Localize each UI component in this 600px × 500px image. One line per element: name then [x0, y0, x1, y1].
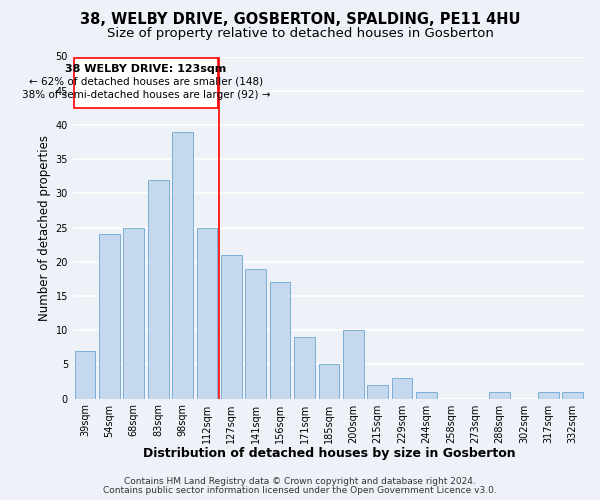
Bar [489, 392, 510, 398]
X-axis label: Distribution of detached houses by size in Gosberton: Distribution of detached houses by size … [143, 447, 515, 460]
Bar [148, 180, 169, 398]
Bar [74, 58, 218, 108]
Text: Size of property relative to detached houses in Gosberton: Size of property relative to detached ho… [107, 28, 493, 40]
Bar [221, 255, 242, 398]
Bar [172, 132, 193, 398]
Bar [124, 228, 144, 398]
Bar [416, 392, 437, 398]
Bar [294, 337, 315, 398]
Bar [74, 350, 95, 399]
Text: 38% of semi-detached houses are larger (92) →: 38% of semi-detached houses are larger (… [22, 90, 270, 100]
Bar [319, 364, 339, 398]
Bar [392, 378, 412, 398]
Bar [197, 228, 217, 398]
Y-axis label: Number of detached properties: Number of detached properties [38, 134, 51, 320]
Text: Contains public sector information licensed under the Open Government Licence v3: Contains public sector information licen… [103, 486, 497, 495]
Bar [99, 234, 120, 398]
Bar [270, 282, 290, 399]
Bar [538, 392, 559, 398]
Text: ← 62% of detached houses are smaller (148): ← 62% of detached houses are smaller (14… [29, 77, 263, 87]
Bar [343, 330, 364, 398]
Text: 38 WELBY DRIVE: 123sqm: 38 WELBY DRIVE: 123sqm [65, 64, 227, 74]
Text: 38, WELBY DRIVE, GOSBERTON, SPALDING, PE11 4HU: 38, WELBY DRIVE, GOSBERTON, SPALDING, PE… [80, 12, 520, 28]
Text: Contains HM Land Registry data © Crown copyright and database right 2024.: Contains HM Land Registry data © Crown c… [124, 477, 476, 486]
Bar [562, 392, 583, 398]
Bar [245, 268, 266, 398]
Bar [367, 385, 388, 398]
